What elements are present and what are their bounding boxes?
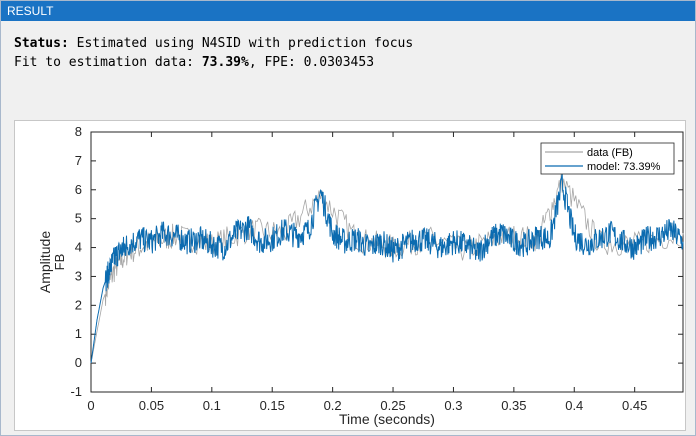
x-tick-label: 0.45	[622, 398, 647, 413]
y-tick-label: 6	[75, 182, 82, 197]
y-tick-label: 3	[75, 268, 82, 283]
y-tick-label: 4	[75, 240, 82, 255]
fpe-text: , FPE: 0.0303453	[248, 55, 375, 70]
x-tick-label: 0.2	[324, 398, 342, 413]
x-tick-label: 0.35	[501, 398, 526, 413]
y-axis-label: Amplitude	[37, 231, 53, 293]
x-tick-label: 0.15	[260, 398, 285, 413]
y-tick-label: 1	[75, 326, 82, 341]
x-tick-label: 0.05	[139, 398, 164, 413]
y-tick-label: -1	[70, 384, 82, 399]
plot-lines	[90, 172, 684, 364]
y-tick-label: 0	[75, 355, 82, 370]
status-label: Status:	[14, 36, 69, 51]
x-tick-label: 0.3	[444, 398, 462, 413]
model-line	[90, 173, 684, 364]
axes-box	[90, 131, 684, 393]
x-tick-label: 0.4	[565, 398, 583, 413]
x-tick-label: 0.1	[203, 398, 221, 413]
legend-data-label: data (FB)	[587, 147, 633, 159]
axis-ticks: -1 0 1 2 3 4 5 6 7 8 0 0.05 0.1 0.15 0.2 0.25 0.3 0.35 0.4…	[70, 124, 683, 413]
x-axis-label: Time (seconds)	[339, 411, 435, 427]
fit-label: Fit to estimation data:	[14, 55, 195, 70]
status-text: Estimated using N4SID with prediction fo…	[76, 36, 414, 51]
status-area: Status: Estimated using N4SID with predi…	[14, 34, 413, 72]
fit-value: 73.39%	[201, 55, 249, 70]
y-tick-label: 8	[75, 124, 82, 139]
y-axis-sublabel: FB	[52, 254, 67, 271]
y-tick-label: 7	[75, 153, 82, 168]
data-line	[90, 172, 684, 364]
x-tick-label: 0.25	[380, 398, 405, 413]
legend[interactable]: data (FB) model: 73.39%	[540, 142, 675, 175]
y-tick-label: 5	[75, 211, 82, 226]
x-tick-label: 0	[87, 398, 94, 413]
panel-title: RESULT	[1, 1, 695, 21]
plot-frame[interactable]: -1 0 1 2 3 4 5 6 7 8 0 0.05 0.1 0.15 0.2 0.25 0.3 0.35 0.4…	[14, 120, 686, 431]
response-plot[interactable]: -1 0 1 2 3 4 5 6 7 8 0 0.05 0.1 0.15 0.2 0.25 0.3 0.35 0.4…	[15, 121, 685, 430]
legend-model-label: model: 73.39%	[587, 161, 661, 173]
legend-box	[540, 142, 675, 175]
y-tick-label: 2	[75, 297, 82, 312]
